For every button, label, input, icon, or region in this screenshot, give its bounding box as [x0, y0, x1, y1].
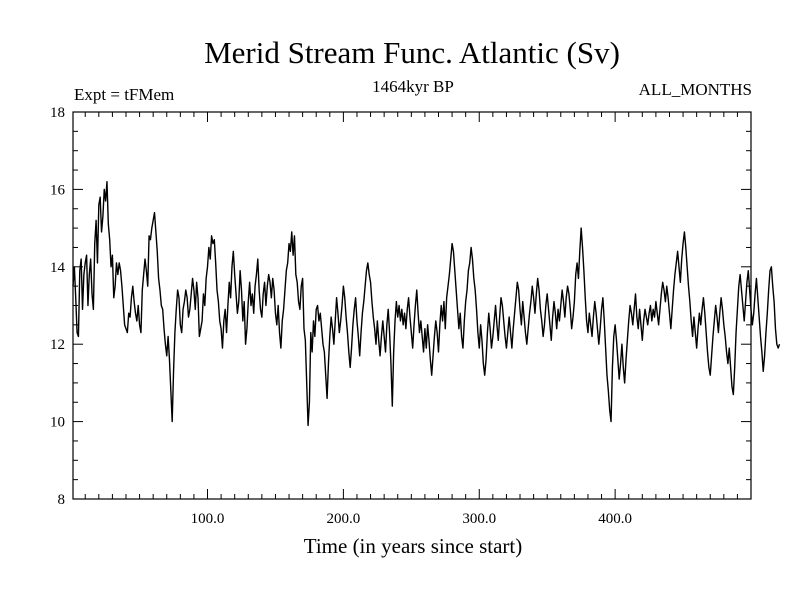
y-tick-label: 12: [50, 337, 65, 353]
chart-title: Merid Stream Func. Atlantic (Sv): [204, 35, 620, 70]
subtitle-experiment: Expt = tFMem: [74, 85, 174, 104]
y-tick-label: 14: [50, 260, 66, 276]
x-tick-label: 200.0: [327, 511, 361, 527]
y-tick-label: 8: [58, 492, 66, 508]
x-tick-label: 100.0: [191, 511, 225, 527]
y-tick-label: 16: [50, 182, 66, 198]
x-axis-label: Time (in years since start): [304, 534, 523, 558]
subtitle-period: 1464kyr BP: [372, 77, 454, 96]
subtitle-months: ALL_MONTHS: [639, 80, 752, 99]
y-tick-label: 10: [50, 415, 65, 431]
x-tick-label: 300.0: [462, 511, 496, 527]
x-tick-label: 400.0: [598, 511, 632, 527]
series-group: [72, 180, 781, 427]
axes: 8 10 12 14 16 18 100.0 200.0 300.0 400.0: [50, 105, 751, 527]
plot-frame: [72, 111, 752, 500]
y-tick-label: 18: [50, 105, 65, 121]
series-line: [72, 180, 781, 427]
